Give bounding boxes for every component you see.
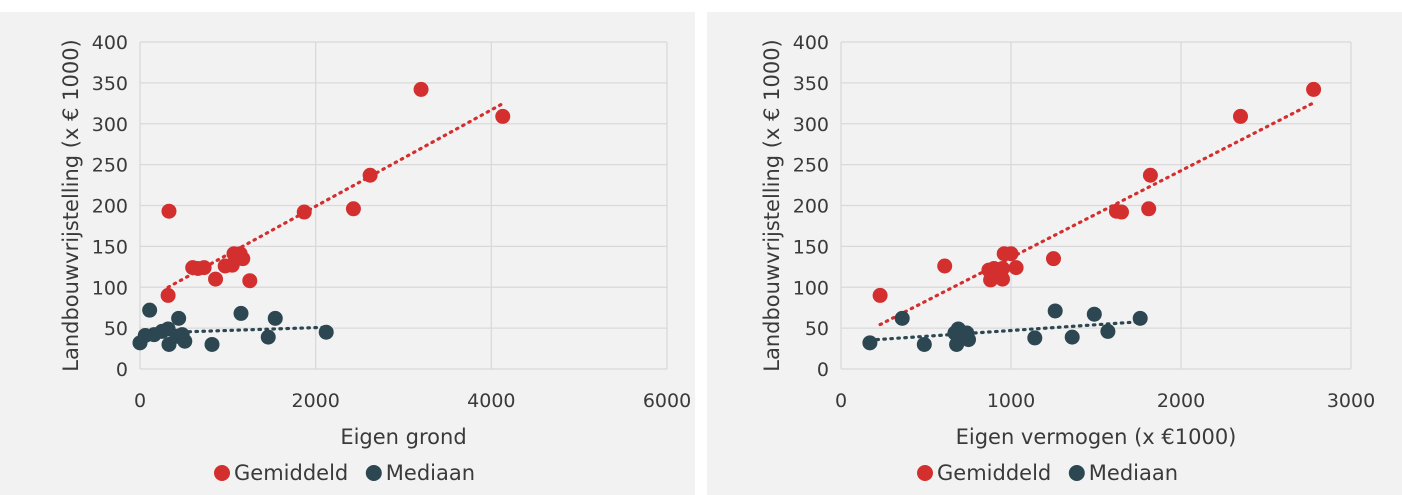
data-point-gemiddeld: [995, 271, 1010, 287]
series-mediaan: [132, 302, 334, 352]
data-point-gemiddeld: [1142, 167, 1158, 183]
data-point-gemiddeld: [495, 108, 511, 124]
legend: Gemiddeld Mediaan: [917, 461, 1178, 485]
data-point-gemiddeld: [1306, 81, 1322, 97]
data-point-mediaan: [177, 333, 193, 349]
data-point-mediaan: [1086, 306, 1102, 322]
series-gemiddeld: [160, 81, 511, 303]
x-axis-title: Eigen grond: [340, 425, 466, 449]
y-tick-label: 400: [793, 32, 829, 54]
data-point-mediaan: [142, 302, 158, 318]
gridlines: [840, 41, 1352, 370]
data-point-mediaan: [862, 335, 878, 351]
data-point-gemiddeld: [242, 273, 258, 289]
y-axis-title: Landbouwvrijstelling (x € 1000): [760, 39, 784, 371]
data-point-mediaan: [1100, 323, 1116, 339]
y-tick-label: 50: [805, 318, 829, 340]
legend-label: Mediaan: [1089, 461, 1178, 485]
y-axis-title: Landbouwvrijstelling (x € 1000): [59, 39, 83, 371]
chart-panel-left: 0 50 100 150 200 250 300 350 400 0 2000 4000 6000 Eig…: [0, 12, 695, 495]
x-tick-label: 3000: [1327, 390, 1375, 412]
data-point-gemiddeld: [995, 260, 1010, 276]
trendline-gemiddeld: [166, 102, 505, 289]
data-point-gemiddeld: [413, 81, 429, 97]
legend-marker-mediaan: [365, 465, 382, 481]
y-tick-label: 0: [116, 359, 128, 381]
legend: Gemiddeld Mediaan: [214, 461, 475, 485]
x-tick-label: 0: [134, 390, 146, 412]
x-tick-label: 1000: [987, 390, 1035, 412]
data-point-gemiddeld: [160, 287, 176, 303]
data-point-gemiddeld: [937, 258, 953, 274]
x-axis-title: Eigen vermogen (x €1000): [956, 425, 1237, 449]
series-gemiddeld: [872, 81, 1322, 303]
data-point-gemiddeld: [208, 271, 224, 287]
y-tick-label: 200: [92, 196, 128, 218]
x-tick-label: 4000: [467, 390, 515, 412]
data-point-gemiddeld: [1233, 108, 1248, 124]
data-point-gemiddeld: [362, 167, 378, 183]
data-point-gemiddeld: [161, 203, 177, 219]
data-point-mediaan: [1132, 310, 1148, 326]
data-point-mediaan: [961, 332, 976, 348]
trendline-gemiddeld: [878, 101, 1316, 327]
data-point-mediaan: [260, 329, 276, 345]
y-tick-label: 0: [817, 359, 829, 381]
data-point-mediaan: [894, 310, 910, 326]
data-point-mediaan: [1047, 303, 1063, 319]
data-point-mediaan: [267, 310, 283, 326]
legend-marker-gemiddeld: [917, 465, 933, 481]
x-tick-label: 2000: [1157, 390, 1205, 412]
y-tick-label: 350: [793, 73, 829, 95]
data-point-gemiddeld: [983, 272, 999, 288]
data-point-gemiddeld: [196, 260, 212, 276]
data-point-gemiddeld: [345, 201, 361, 217]
gridlines: [139, 41, 668, 370]
data-point-mediaan: [1027, 330, 1043, 346]
data-point-gemiddeld: [1008, 260, 1024, 276]
y-tick-label: 100: [793, 277, 829, 299]
y-tick-label: 150: [793, 236, 829, 258]
series-mediaan: [862, 303, 1148, 352]
data-point-gemiddeld: [1046, 251, 1061, 267]
y-tick-label: 50: [104, 318, 128, 340]
data-point-gemiddeld: [217, 258, 233, 274]
y-tick-label: 300: [793, 114, 829, 136]
y-tick-label: 100: [92, 277, 128, 299]
legend-marker-gemiddeld: [214, 465, 230, 481]
y-tick-label: 250: [793, 155, 829, 177]
data-point-gemiddeld: [872, 287, 888, 303]
scatter-chart-eigen-vermogen: 0 50 100 150 200 250 300 350 400 0 1000 2000 3000 Eig…: [760, 32, 1375, 485]
trendline-mediaan: [868, 320, 1142, 342]
data-point-gemiddeld: [1141, 201, 1157, 217]
legend-label: Gemiddeld: [234, 461, 348, 485]
data-point-mediaan: [204, 336, 220, 352]
data-point-gemiddeld: [296, 204, 312, 220]
x-tick-label: 0: [835, 390, 847, 412]
data-point-gemiddeld: [1108, 203, 1124, 219]
legend-label: Gemiddeld: [937, 461, 1051, 485]
data-point-mediaan: [233, 305, 249, 321]
chart-panel-right: 0 50 100 150 200 250 300 350 400 0 1000 2000 3000 Eig…: [707, 12, 1402, 495]
y-tick-label: 400: [92, 32, 128, 54]
data-point-mediaan: [1064, 329, 1080, 345]
legend-marker-mediaan: [1068, 465, 1085, 481]
data-point-mediaan: [916, 336, 932, 352]
x-tick-label: 6000: [643, 390, 691, 412]
data-point-mediaan: [318, 324, 334, 340]
y-tick-label: 250: [92, 155, 128, 177]
legend-label: Mediaan: [386, 461, 475, 485]
y-tick-label: 350: [92, 73, 128, 95]
y-tick-label: 300: [92, 114, 128, 136]
data-point-gemiddeld: [1003, 246, 1019, 262]
y-tick-label: 200: [793, 196, 829, 218]
data-point-mediaan: [171, 310, 187, 326]
y-tick-label: 150: [92, 236, 128, 258]
x-tick-label: 2000: [291, 390, 339, 412]
